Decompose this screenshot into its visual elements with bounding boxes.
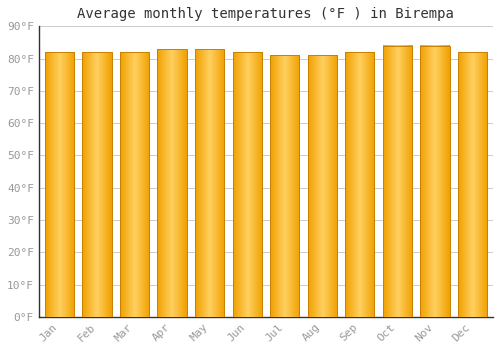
Bar: [232, 52, 262, 317]
Bar: [345, 52, 374, 317]
Bar: [458, 52, 487, 317]
Bar: [120, 52, 149, 317]
Bar: [308, 55, 337, 317]
Bar: [45, 52, 74, 317]
Bar: [195, 49, 224, 317]
Bar: [158, 49, 186, 317]
Bar: [82, 52, 112, 317]
Bar: [270, 55, 300, 317]
Title: Average monthly temperatures (°F ) in Birempa: Average monthly temperatures (°F ) in Bi…: [78, 7, 454, 21]
Bar: [382, 46, 412, 317]
Bar: [420, 46, 450, 317]
